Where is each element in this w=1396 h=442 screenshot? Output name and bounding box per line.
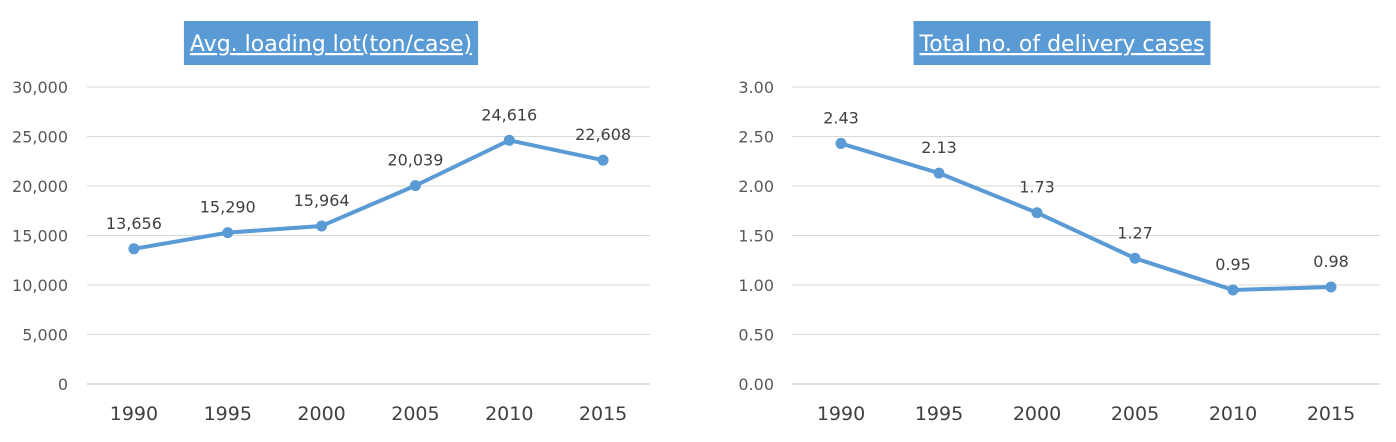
data-label: 13,656 [106, 214, 162, 233]
x-tick-label: 1990 [110, 403, 158, 425]
data-point [1129, 252, 1141, 264]
data-point [597, 154, 609, 166]
data-label: 1.73 [1019, 178, 1055, 197]
y-axis-ticks: 0.00 0.50 1.00 1.50 2.00 2.50 3.00 [738, 78, 774, 394]
y-tick-label: 3.00 [738, 78, 774, 97]
title-text: Avg. loading lot(ton/case) [190, 32, 472, 57]
gridlines [87, 86, 650, 385]
x-tick-label: 2015 [579, 403, 627, 425]
chart-1: Avg. loading lot(ton/case) 0 5,000 10,000 15… [12, 21, 650, 425]
x-tick-label: 1995 [204, 403, 252, 425]
data-label: 24,616 [481, 105, 537, 124]
data-point [1031, 207, 1043, 219]
data-point [128, 243, 140, 255]
chart-title: Avg. loading lot(ton/case) [183, 21, 479, 65]
data-point [933, 167, 945, 179]
x-tick-label: 2005 [391, 403, 439, 425]
data-points: 13,656 15,290 15,964 20,039 24,616 22,608 [106, 105, 631, 255]
title-background [183, 21, 479, 65]
data-label: 22,608 [575, 125, 631, 144]
x-tick-label: 2015 [1307, 403, 1355, 425]
series-line [131, 138, 606, 251]
data-label: 0.95 [1215, 255, 1251, 274]
data-point [835, 137, 847, 149]
y-tick-label: 1.50 [738, 227, 774, 246]
y-tick-label: 30,000 [12, 78, 68, 97]
data-label: 1.27 [1117, 223, 1153, 242]
data-label: 2.13 [921, 138, 957, 157]
y-tick-label: 1.00 [738, 276, 774, 295]
y-tick-label: 20,000 [12, 177, 68, 196]
series-line [839, 141, 1333, 292]
x-tick-label: 2010 [485, 403, 533, 425]
data-label: 0.98 [1313, 252, 1349, 271]
title-text: Total no. of delivery cases [919, 32, 1205, 57]
data-points: 2.43 2.13 1.73 1.27 0.95 0.98 [823, 108, 1349, 296]
y-tick-label: 5,000 [22, 326, 68, 345]
x-tick-label: 2010 [1209, 403, 1257, 425]
y-tick-label: 0.50 [738, 326, 774, 345]
data-label: 20,039 [387, 151, 443, 170]
x-axis-ticks: 1990 1995 2000 2005 2010 2015 [110, 403, 628, 425]
data-point [316, 220, 328, 232]
x-axis-ticks: 1990 1995 2000 2005 2010 2015 [817, 403, 1355, 425]
x-tick-label: 2000 [297, 403, 345, 425]
y-tick-label: 2.00 [738, 177, 774, 196]
data-label: 15,964 [294, 191, 350, 210]
y-axis-ticks: 0 5,000 10,000 15,000 20,000 25,000 30,000 [12, 78, 68, 394]
chart-2: Total no. of delivery cases 0.00 0.50 1.00 1… [738, 21, 1380, 425]
x-tick-label: 1990 [817, 403, 865, 425]
data-label: 2.43 [823, 108, 859, 127]
y-tick-label: 15,000 [12, 227, 68, 246]
x-tick-label: 2000 [1013, 403, 1061, 425]
x-tick-label: 2005 [1111, 403, 1159, 425]
y-tick-label: 10,000 [12, 276, 68, 295]
data-point [409, 180, 421, 192]
data-label: 15,290 [200, 198, 256, 217]
title-background [913, 21, 1211, 65]
data-point [222, 227, 234, 239]
y-tick-label: 25,000 [12, 128, 68, 147]
data-point [1325, 281, 1337, 293]
y-tick-label: 0 [58, 375, 68, 394]
chart-title: Total no. of delivery cases [913, 21, 1211, 65]
y-tick-label: 0.00 [738, 375, 774, 394]
data-point [1227, 284, 1239, 296]
x-tick-label: 1995 [915, 403, 963, 425]
data-point [503, 134, 515, 146]
y-tick-label: 2.50 [738, 128, 774, 147]
